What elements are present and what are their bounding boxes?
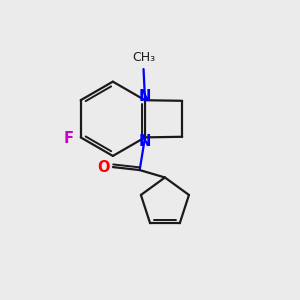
Text: O: O <box>97 160 110 175</box>
Text: F: F <box>63 131 73 146</box>
Text: N: N <box>139 134 151 149</box>
Text: CH₃: CH₃ <box>132 51 155 64</box>
Text: N: N <box>139 89 151 104</box>
